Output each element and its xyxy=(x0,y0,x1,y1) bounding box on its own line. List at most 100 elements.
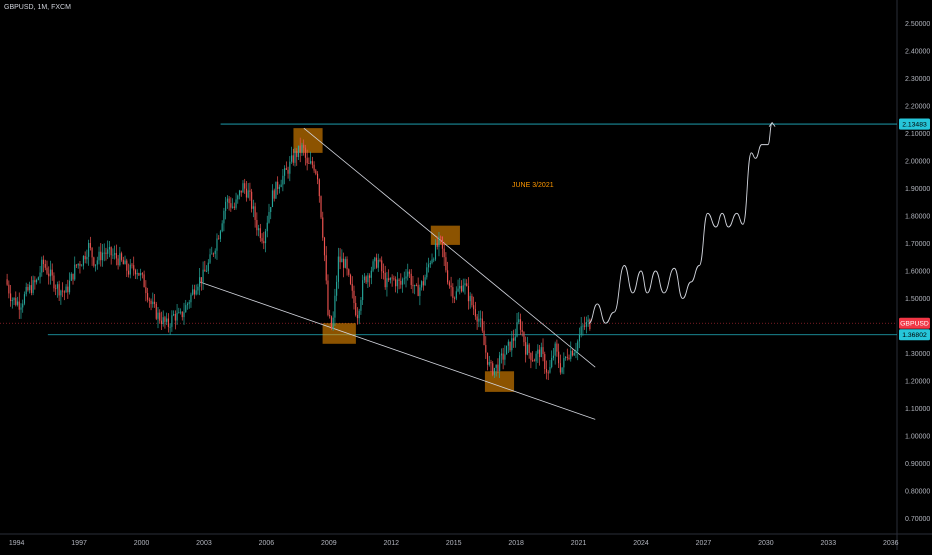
candle-body xyxy=(56,284,58,289)
candle-body xyxy=(39,272,41,278)
candle-body xyxy=(334,295,336,318)
y-tick-label: 1.30000 xyxy=(905,351,930,358)
price-label-text: 2.13483 xyxy=(902,122,927,129)
candle-body xyxy=(240,190,242,193)
candle-body xyxy=(81,265,83,267)
candle-body xyxy=(124,260,126,265)
candle-body xyxy=(140,273,142,276)
candle-body xyxy=(155,303,157,319)
candle-body xyxy=(514,336,516,341)
candle-body xyxy=(18,301,20,310)
candle-body xyxy=(16,301,19,305)
candle-body xyxy=(141,273,143,275)
candle-body xyxy=(396,279,398,287)
candle-body xyxy=(419,287,421,296)
candle-body xyxy=(566,356,568,358)
y-tick-label: 0.90000 xyxy=(905,461,930,468)
candle-body xyxy=(186,303,189,306)
candle-body xyxy=(237,195,239,200)
candle-body xyxy=(167,318,169,327)
candle-body xyxy=(308,163,310,164)
candle-body xyxy=(37,277,39,280)
candle-body xyxy=(169,326,171,328)
candle-body xyxy=(436,243,438,247)
y-tick-label: 2.30000 xyxy=(905,76,930,83)
candle-body xyxy=(299,145,301,153)
trendline xyxy=(199,281,596,420)
candle-body xyxy=(351,283,353,291)
candle-body xyxy=(143,274,145,288)
candle-body xyxy=(481,318,483,331)
y-tick-label: 1.70000 xyxy=(905,241,930,248)
candle-body xyxy=(166,318,168,322)
x-tick-label: 2000 xyxy=(134,540,150,547)
candle-body xyxy=(126,260,128,271)
candle-body xyxy=(480,318,482,320)
candle-body xyxy=(86,256,88,260)
candle-body xyxy=(372,261,374,271)
y-tick-label: 2.50000 xyxy=(905,21,930,28)
candle-body xyxy=(188,302,190,304)
y-tick-label: 2.00000 xyxy=(905,159,930,166)
candle-body xyxy=(343,258,345,268)
candle-body xyxy=(519,319,522,330)
candle-body xyxy=(540,347,542,358)
candle-body xyxy=(138,273,140,276)
candle-body xyxy=(547,372,549,374)
price-label-text: 1.36802 xyxy=(902,332,927,339)
candle-body xyxy=(400,280,402,285)
x-tick-label: 2030 xyxy=(758,540,774,547)
candle-body xyxy=(452,287,454,298)
candlestick-series xyxy=(6,137,591,381)
y-tick-label: 1.50000 xyxy=(905,296,930,303)
candle-body xyxy=(528,344,530,353)
candle-body xyxy=(256,219,258,231)
candle-body xyxy=(233,206,235,208)
x-tick-label: 2024 xyxy=(633,540,649,547)
candle-body xyxy=(223,210,225,224)
candle-body xyxy=(148,299,150,301)
candle-body xyxy=(582,325,584,327)
candle-body xyxy=(251,191,253,209)
y-tick-label: 2.20000 xyxy=(905,104,930,111)
candle-body xyxy=(575,351,577,354)
candle-body xyxy=(25,286,27,295)
candle-body xyxy=(181,311,183,318)
candle-body xyxy=(249,190,251,192)
candle-body xyxy=(303,144,305,148)
candle-body xyxy=(211,253,213,255)
candle-body xyxy=(467,285,470,302)
candle-body xyxy=(374,257,376,262)
candle-body xyxy=(447,270,449,283)
candle-body xyxy=(183,312,185,318)
candle-body xyxy=(377,259,379,268)
chart-annotation-text: JUNE 3/2021 xyxy=(512,182,554,189)
candle-body xyxy=(93,257,95,266)
candle-body xyxy=(391,277,393,279)
candle-body xyxy=(84,256,86,260)
candle-body xyxy=(497,364,499,372)
candle-body xyxy=(261,238,263,242)
candle-body xyxy=(544,354,546,369)
candle-body xyxy=(353,290,355,303)
candle-body xyxy=(20,307,22,310)
candle-body xyxy=(405,276,407,279)
candle-body xyxy=(105,252,107,254)
y-tick-label: 1.80000 xyxy=(905,214,930,221)
candle-body xyxy=(403,278,405,280)
candle-body xyxy=(415,284,417,286)
candle-body xyxy=(426,267,428,278)
candle-body xyxy=(263,241,265,244)
candle-body xyxy=(230,203,232,208)
candle-body xyxy=(190,294,192,303)
candle-body xyxy=(100,251,102,261)
candle-body xyxy=(344,259,346,268)
candle-body xyxy=(108,247,111,250)
candle-body xyxy=(417,285,419,296)
candle-body xyxy=(573,353,575,356)
candle-body xyxy=(558,351,560,364)
candle-body xyxy=(32,280,34,293)
candle-body xyxy=(214,250,216,254)
